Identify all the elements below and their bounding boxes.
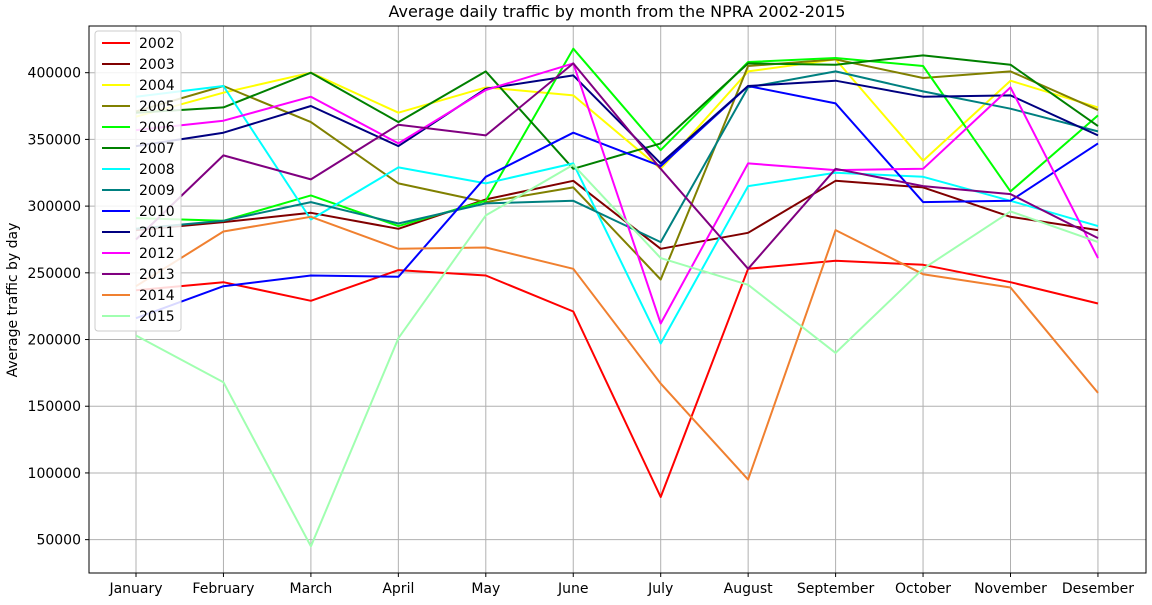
y-axis-ticks: 50000 100000 150000 200000 250000 300000 35000… bbox=[28, 66, 89, 549]
legend-label-2010: 2010 bbox=[139, 204, 175, 220]
y-tick-label: 200000 bbox=[28, 333, 81, 349]
x-tick-label: Desember bbox=[1062, 581, 1134, 597]
series-line-2002 bbox=[135, 259, 1099, 498]
series-line-2014 bbox=[135, 215, 1099, 481]
legend-label-2005: 2005 bbox=[139, 99, 175, 115]
x-tick-label: October bbox=[895, 581, 951, 597]
legend-label-2015: 2015 bbox=[139, 309, 175, 325]
legend-label-2008: 2008 bbox=[139, 162, 175, 178]
series-line-2011 bbox=[135, 74, 1099, 165]
legend-label-2009: 2009 bbox=[139, 183, 175, 199]
series-line-2008 bbox=[135, 85, 1099, 345]
series-line-2004 bbox=[135, 58, 1099, 170]
y-tick-label: 250000 bbox=[28, 266, 81, 282]
series-line-2010 bbox=[135, 85, 1099, 320]
series-lines bbox=[135, 47, 1099, 548]
series-line-2005 bbox=[135, 58, 1099, 281]
legend-label-2004: 2004 bbox=[139, 78, 175, 94]
x-tick-label: April bbox=[382, 581, 414, 597]
series-line-2006 bbox=[135, 47, 1099, 228]
series-line-2003 bbox=[135, 179, 1099, 250]
legend-label-2011: 2011 bbox=[139, 225, 175, 241]
legend-label-2002: 2002 bbox=[139, 36, 175, 52]
y-tick-label: 150000 bbox=[28, 399, 81, 415]
chart-title: Average daily traffic by month from the … bbox=[389, 2, 846, 21]
series-line-2009 bbox=[135, 70, 1099, 244]
x-axis-ticks: January February March April May June July Augu… bbox=[108, 573, 1134, 597]
legend-label-2012: 2012 bbox=[139, 246, 175, 262]
series-line-2012 bbox=[135, 62, 1099, 325]
y-tick-label: 100000 bbox=[28, 466, 81, 482]
grid-lines bbox=[89, 26, 1146, 573]
series-line-2007 bbox=[135, 54, 1099, 170]
x-tick-label: May bbox=[471, 581, 500, 597]
x-tick-label: July bbox=[647, 581, 673, 597]
x-tick-label: January bbox=[108, 581, 162, 597]
y-tick-label: 350000 bbox=[28, 132, 81, 148]
x-tick-label: February bbox=[192, 581, 254, 597]
y-tick-label: 400000 bbox=[28, 66, 81, 82]
legend-label-2006: 2006 bbox=[139, 120, 175, 136]
legend-label-2003: 2003 bbox=[139, 57, 175, 73]
y-tick-label: 50000 bbox=[36, 533, 81, 549]
legend-label-2007: 2007 bbox=[139, 141, 175, 157]
x-tick-label: September bbox=[797, 581, 875, 597]
legend: 2002 2003 2004 2005 2006 2007 2008 2009 2010 2011… bbox=[94, 30, 182, 332]
series-line-2013 bbox=[135, 62, 1099, 270]
series-line-2015 bbox=[135, 163, 1099, 548]
y-axis-label: Average traffic by day bbox=[5, 223, 21, 378]
x-tick-label: August bbox=[724, 581, 774, 597]
x-tick-label: November bbox=[974, 581, 1047, 597]
y-tick-label: 300000 bbox=[28, 199, 81, 215]
plot-frame bbox=[88, 25, 1147, 574]
x-tick-label: June bbox=[557, 581, 589, 597]
legend-label-2014: 2014 bbox=[139, 288, 175, 304]
legend-label-2013: 2013 bbox=[139, 267, 175, 283]
x-tick-label: March bbox=[290, 581, 333, 597]
legend-box bbox=[94, 30, 182, 332]
